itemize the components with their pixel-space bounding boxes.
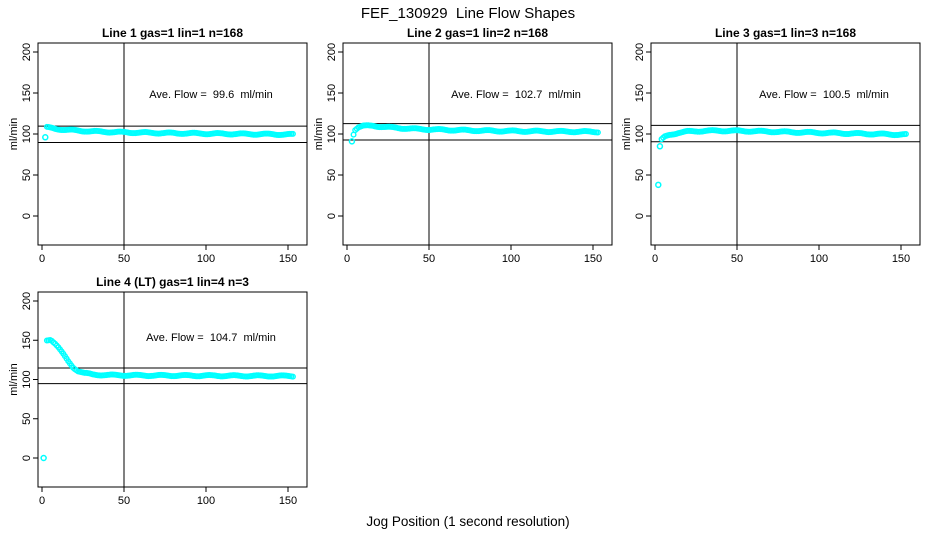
- figure-title: FEF_130929 Line Flow Shapes: [360, 5, 576, 22]
- panel-2-ave-flow-label: Ave. Flow = 102.7 ml/min: [451, 89, 581, 101]
- y-tick-label: 200: [21, 292, 33, 310]
- y-tick-label: 200: [21, 43, 33, 61]
- y-axis-title: ml/min: [8, 363, 20, 395]
- y-axis-title: ml/min: [313, 118, 325, 150]
- y-tick-label: 100: [21, 125, 33, 143]
- data-point: [902, 131, 909, 138]
- panel-2-title: Line 2 gas=1 lin=2 n=168: [406, 26, 549, 40]
- data-point: [594, 129, 601, 136]
- x-tick-label: 50: [731, 253, 743, 265]
- y-tick-label: 150: [634, 84, 646, 102]
- x-tick-label: 50: [118, 495, 130, 507]
- x-tick-label: 0: [344, 253, 350, 265]
- y-tick-label: 0: [634, 213, 646, 219]
- plot-box: [37, 42, 308, 246]
- y-axis-title: ml/min: [8, 118, 20, 150]
- x-tick-label: 100: [197, 253, 215, 265]
- plot-box: [650, 42, 921, 246]
- x-tick-label: 100: [810, 253, 828, 265]
- data-point: [289, 373, 296, 380]
- y-tick-label: 50: [634, 169, 646, 181]
- y-tick-label: 0: [21, 213, 33, 219]
- panel-3-ave-flow-label: Ave. Flow = 100.5 ml/min: [759, 89, 889, 101]
- panel-1-title: Line 1 gas=1 lin=1 n=168: [101, 26, 244, 40]
- y-tick-label: 150: [21, 84, 33, 102]
- panel-4-ave-flow-label: Ave. Flow = 104.7 ml/min: [146, 332, 276, 344]
- outlier-point: [348, 138, 356, 145]
- x-tick-label: 50: [423, 253, 435, 265]
- panel-3-title: Line 3 gas=1 lin=3 n=168: [714, 26, 857, 40]
- outlier-point: [42, 134, 49, 141]
- y-tick-label: 50: [21, 413, 33, 425]
- y-tick-label: 150: [21, 331, 33, 349]
- x-tick-label: 100: [502, 253, 520, 265]
- panel-4: 0 50 100 150 0 50 100 150 200 ml/min: [8, 291, 308, 507]
- data-points: [42, 123, 296, 141]
- x-tick-label: 50: [118, 253, 130, 265]
- y-tick-label: 150: [326, 84, 338, 102]
- panel-1: 0 50 100 150 0 50 100 150 200 ml/min: [8, 42, 308, 265]
- plot-box: [342, 42, 613, 246]
- data-points: [40, 337, 296, 462]
- data-points: [348, 122, 601, 145]
- x-tick-label: 0: [652, 253, 658, 265]
- panel-1-ave-flow-label: Ave. Flow = 99.6 ml/min: [149, 89, 273, 101]
- x-tick-label: 150: [892, 253, 910, 265]
- y-tick-label: 100: [326, 125, 338, 143]
- y-axis-title: ml/min: [621, 118, 633, 150]
- x-tick-label: 150: [584, 253, 602, 265]
- y-tick-label: 200: [326, 43, 338, 61]
- x-tick-label: 150: [279, 253, 297, 265]
- x-tick-label: 0: [39, 495, 45, 507]
- outlier-point: [655, 181, 662, 189]
- plot-box: [37, 291, 308, 488]
- outlier-point: [40, 454, 47, 462]
- y-tick-label: 200: [634, 43, 646, 61]
- panel-2: 0 50 100 150 0 50 100 150 200 ml/min: [313, 42, 613, 265]
- panel-3: 0 50 100 150 0 50 100 150 200 ml/min: [621, 42, 921, 265]
- x-tick-label: 150: [279, 495, 297, 507]
- y-tick-label: 50: [21, 169, 33, 181]
- y-tick-label: 0: [21, 455, 33, 461]
- panel-4-title: Line 4 (LT) gas=1 lin=4 n=3: [96, 275, 249, 289]
- data-point: [289, 130, 296, 137]
- y-tick-label: 100: [21, 370, 33, 388]
- x-tick-label: 100: [197, 495, 215, 507]
- y-tick-label: 100: [634, 125, 646, 143]
- x-axis-label: Jog Position (1 second resolution): [366, 514, 570, 529]
- y-tick-label: 0: [326, 213, 338, 219]
- outlier-point: [656, 143, 664, 150]
- data-points: [655, 127, 909, 189]
- y-tick-label: 50: [326, 169, 338, 181]
- x-tick-label: 0: [39, 253, 45, 265]
